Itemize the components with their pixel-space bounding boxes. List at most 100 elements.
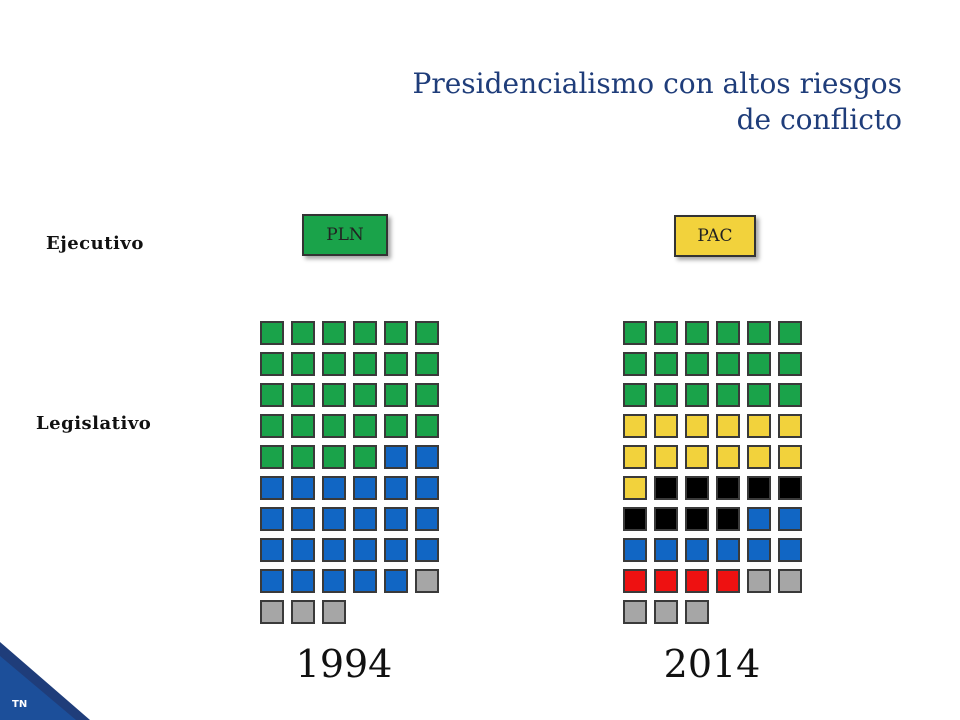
seat-1994-50 (291, 569, 315, 593)
seat-1994-38 (291, 507, 315, 531)
year-label-2014: 2014 (663, 642, 761, 686)
seat-2014-47 (747, 538, 771, 562)
seat-2014-26 (654, 445, 678, 469)
corner-triangle (0, 642, 90, 720)
seat-1994-9 (322, 352, 346, 376)
seat-1994-5 (384, 321, 408, 345)
seat-1994-6 (415, 321, 439, 345)
seat-2014-31 (623, 476, 647, 500)
seat-2014-46 (716, 538, 740, 562)
seat-1994-19 (260, 414, 284, 438)
title-line-2: de conflicto (736, 103, 902, 136)
seat-2014-21 (685, 414, 709, 438)
seat-2014-42 (778, 507, 802, 531)
executive-party-name-1994: PLN (326, 225, 364, 245)
seat-1994-16 (353, 383, 377, 407)
seat-1994-2 (291, 321, 315, 345)
seat-1994-35 (384, 476, 408, 500)
seat-1994-53 (384, 569, 408, 593)
seat-1994-47 (384, 538, 408, 562)
seat-1994-54 (415, 569, 439, 593)
seat-2014-37 (623, 507, 647, 531)
seat-2014-48 (778, 538, 802, 562)
seat-1994-46 (353, 538, 377, 562)
seat-2014-40 (716, 507, 740, 531)
seat-2014-16 (716, 383, 740, 407)
seat-1994-22 (353, 414, 377, 438)
legislative-seats-1994 (260, 321, 439, 624)
seat-2014-35 (747, 476, 771, 500)
seat-2014-51 (685, 569, 709, 593)
seat-2014-27 (685, 445, 709, 469)
seat-2014-55 (623, 600, 647, 624)
seat-2014-20 (654, 414, 678, 438)
seat-1994-12 (415, 352, 439, 376)
seat-2014-5 (747, 321, 771, 345)
seat-2014-15 (685, 383, 709, 407)
seat-1994-31 (260, 476, 284, 500)
seat-1994-23 (384, 414, 408, 438)
seat-2014-45 (685, 538, 709, 562)
seat-2014-7 (623, 352, 647, 376)
seat-2014-34 (716, 476, 740, 500)
seat-1994-36 (415, 476, 439, 500)
seat-2014-23 (747, 414, 771, 438)
seat-2014-43 (623, 538, 647, 562)
seat-1994-37 (260, 507, 284, 531)
seat-2014-54 (778, 569, 802, 593)
seat-1994-32 (291, 476, 315, 500)
seat-1994-13 (260, 383, 284, 407)
seat-2014-53 (747, 569, 771, 593)
seat-1994-14 (291, 383, 315, 407)
seat-2014-30 (778, 445, 802, 469)
seat-1994-24 (415, 414, 439, 438)
seat-1994-41 (384, 507, 408, 531)
seat-1994-55 (260, 600, 284, 624)
slide-title: Presidencialismo con altos riesgos de co… (413, 66, 903, 138)
seat-2014-57 (685, 600, 709, 624)
seat-2014-2 (654, 321, 678, 345)
year-label-1994: 1994 (295, 642, 393, 686)
seat-2014-33 (685, 476, 709, 500)
legislative-seats-2014 (623, 321, 802, 624)
seat-1994-48 (415, 538, 439, 562)
seat-1994-56 (291, 600, 315, 624)
seat-1994-3 (322, 321, 346, 345)
seat-1994-44 (291, 538, 315, 562)
seat-2014-13 (623, 383, 647, 407)
seat-1994-42 (415, 507, 439, 531)
executive-label: Ejecutivo (46, 233, 144, 254)
seat-1994-34 (353, 476, 377, 500)
seat-1994-10 (353, 352, 377, 376)
corner-logo-text: TN (12, 699, 28, 710)
seat-1994-29 (384, 445, 408, 469)
seat-2014-25 (623, 445, 647, 469)
seat-2014-10 (716, 352, 740, 376)
seat-1994-8 (291, 352, 315, 376)
seat-1994-4 (353, 321, 377, 345)
seat-1994-33 (322, 476, 346, 500)
seat-1994-52 (353, 569, 377, 593)
seat-2014-39 (685, 507, 709, 531)
seat-2014-24 (778, 414, 802, 438)
title-line-1: Presidencialismo con altos riesgos (412, 67, 903, 100)
seat-2014-49 (623, 569, 647, 593)
executive-party-box-2014: PAC (674, 215, 756, 257)
seat-1994-45 (322, 538, 346, 562)
executive-party-name-2014: PAC (697, 226, 733, 246)
seat-1994-39 (322, 507, 346, 531)
seat-1994-18 (415, 383, 439, 407)
seat-1994-11 (384, 352, 408, 376)
seat-1994-28 (353, 445, 377, 469)
seat-1994-43 (260, 538, 284, 562)
executive-party-box-1994: PLN (302, 214, 388, 256)
seat-1994-1 (260, 321, 284, 345)
seat-2014-4 (716, 321, 740, 345)
seat-1994-49 (260, 569, 284, 593)
seat-2014-50 (654, 569, 678, 593)
seat-1994-7 (260, 352, 284, 376)
seat-2014-44 (654, 538, 678, 562)
seat-2014-19 (623, 414, 647, 438)
seat-1994-17 (384, 383, 408, 407)
seat-2014-6 (778, 321, 802, 345)
